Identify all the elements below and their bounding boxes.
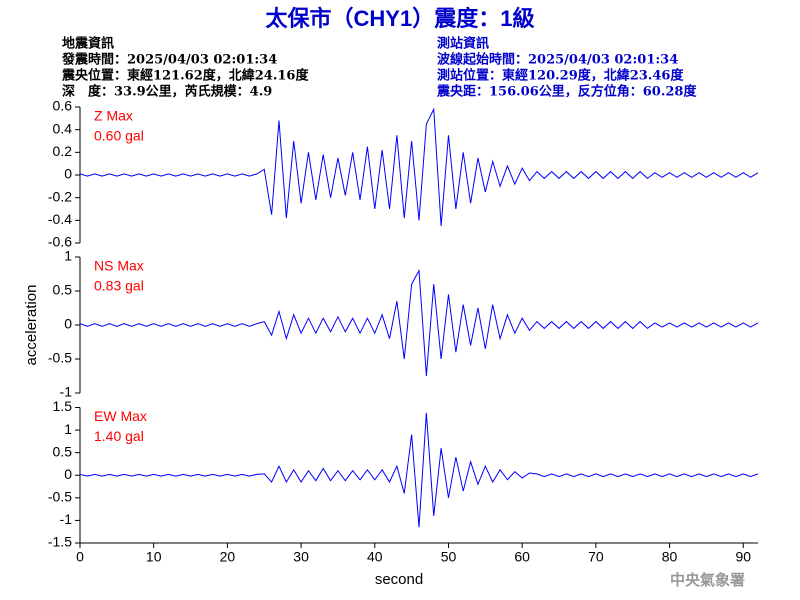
info-right: 震央距：156.06公里，反方位角：60.28度: [436, 84, 697, 100]
annotation: 0.60 gal: [94, 128, 144, 144]
x-tick-label: 50: [441, 549, 457, 565]
annotation: Z Max: [94, 108, 133, 124]
y-tick-label: 0: [64, 316, 72, 332]
y-tick-label: 1: [64, 421, 72, 437]
y-tick-label: -1: [60, 511, 73, 527]
x-tick-label: 30: [293, 549, 309, 565]
y-tick-label: -1.5: [48, 534, 72, 550]
info-left: 地震資訊: [62, 36, 114, 52]
y-tick-label: 0.2: [53, 143, 73, 159]
info-right: 測站資訊: [437, 36, 489, 52]
x-tick-label: 10: [146, 549, 162, 565]
y-tick-label: -0.6: [48, 234, 72, 250]
x-tick-label: 0: [76, 549, 84, 565]
y-tick-label: -0.2: [48, 188, 72, 204]
waveform: [79, 268, 759, 377]
info-right: 測站位置：東經120.29度，北緯23.46度: [437, 68, 684, 84]
annotation: 1.40 gal: [94, 428, 144, 444]
x-tick-label: 80: [662, 549, 678, 565]
y-tick-label: 0: [64, 466, 72, 482]
info-left: 深 度：33.9公里，芮氏規模：4.9: [62, 84, 272, 100]
y-tick-label: 0.6: [53, 98, 73, 114]
waveform: [79, 107, 759, 227]
x-tick-label: 60: [514, 549, 530, 565]
x-axis-label: second: [375, 571, 423, 588]
waveform: [79, 412, 759, 528]
annotation: EW Max: [94, 408, 147, 424]
y-tick-label: 0: [64, 166, 72, 182]
y-tick-label: 1: [64, 248, 72, 264]
info-left: 發震時間：2025/04/03 02:01:34: [61, 52, 277, 68]
y-tick-label: -0.5: [48, 350, 72, 366]
y-tick-label: -0.4: [48, 211, 72, 227]
info-right: 波線起始時間：2025/04/03 02:01:34: [437, 52, 678, 68]
x-tick-label: 70: [588, 549, 604, 565]
y-tick-label: -0.5: [48, 489, 72, 505]
annotation: 0.83 gal: [94, 278, 144, 294]
y-tick-label: 1.5: [53, 398, 73, 414]
x-tick-label: 40: [367, 549, 383, 565]
x-tick-label: 90: [735, 549, 751, 565]
annotation: NS Max: [94, 258, 144, 274]
y-tick-label: -1: [60, 384, 73, 400]
chart-title: 太保市（CHY1）震度：1級: [266, 6, 535, 31]
footer: 中央氣象署: [670, 571, 745, 589]
y-tick-label: 0.5: [53, 443, 73, 459]
y-axis-label: acceleration: [23, 285, 40, 366]
y-tick-label: 0.4: [53, 120, 73, 136]
x-tick-label: 20: [220, 549, 236, 565]
y-tick-label: 0.5: [53, 282, 73, 298]
info-left: 震央位置：東經121.62度，北緯24.16度: [61, 68, 309, 84]
